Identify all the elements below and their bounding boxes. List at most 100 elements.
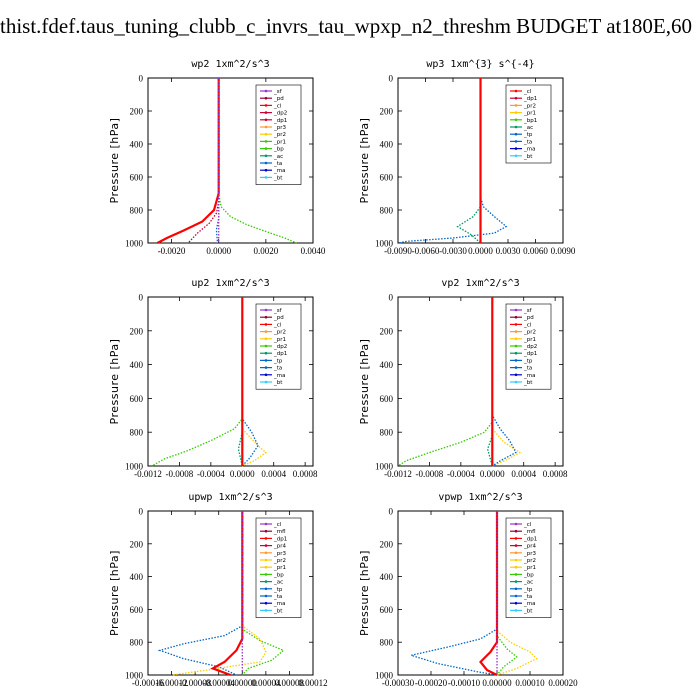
legend-marker (514, 580, 518, 583)
legend-marker (514, 359, 518, 362)
x-tick-label: -0.0020 (158, 246, 186, 256)
legend-marker (264, 161, 268, 165)
panel-2: wp3 1xm^{3} s^{-4} Pressure [hPa] 0 200 400 6… (358, 59, 576, 256)
legend-marker (514, 544, 518, 547)
legend-label: _sf (523, 308, 533, 314)
legend-label: _tp (523, 587, 533, 593)
legend-label: _pr3 (523, 551, 537, 557)
legend-marker (514, 154, 518, 158)
legend-label: _dp1 (273, 536, 287, 542)
y-tick-label: 600 (380, 173, 394, 183)
legend-label: _cl (523, 522, 532, 528)
y-tick-label: 400 (380, 572, 394, 582)
x-tick-label: -0.00010 (448, 678, 481, 688)
legend-marker (264, 537, 268, 540)
y-tick-label: 0 (139, 74, 144, 84)
y-tick-label: 800 (130, 206, 144, 216)
x-tick-label: 0.0000 (480, 469, 505, 479)
legend-marker (264, 111, 268, 114)
x-tick-label: 0.0000 (468, 246, 493, 256)
legend-marker (514, 96, 518, 100)
x-tick-label: 0.0008 (543, 469, 568, 479)
legend-marker (264, 594, 268, 598)
y-tick-label: 400 (130, 140, 144, 150)
series-line-tp (397, 78, 508, 244)
legend-marker (514, 573, 518, 576)
y-tick-label: 400 (130, 360, 144, 370)
legend-label: _ta (523, 366, 532, 372)
x-tick-label: 0.00012 (298, 678, 327, 688)
panel-3: up2 1xm^2/s^3 Pressure [hPa] 0 200 400 600 800… (108, 278, 318, 479)
x-tick-label: 0.00000 (228, 678, 258, 688)
legend-label: _dp2 (273, 344, 287, 350)
series-line-tp (241, 297, 259, 467)
x-tick-label: -0.00016 (132, 678, 165, 688)
legend-label: _ma (273, 373, 285, 379)
legend-marker (514, 118, 518, 122)
legend-label: _bt (523, 380, 533, 386)
legend-label: _bt (273, 380, 283, 386)
legend-marker (514, 565, 518, 569)
x-tick-label: -0.0012 (134, 469, 162, 479)
legend-label: _ac (273, 154, 283, 160)
legend-marker (264, 601, 268, 605)
legend-label: _cl (273, 522, 282, 528)
legend-marker (514, 147, 518, 150)
y-axis-label: Pressure [hPa] (358, 118, 371, 204)
legend-label: _dp2 (523, 344, 537, 350)
legend-marker (264, 580, 268, 583)
legend-label: _pr1 (523, 337, 536, 343)
legend-marker (514, 558, 518, 562)
legend-marker (514, 132, 518, 136)
x-tick-label: -0.0008 (166, 469, 194, 479)
legend-label: _pr2 (523, 330, 536, 336)
x-tick-label: -0.00012 (155, 678, 187, 688)
y-tick-label: 0 (389, 74, 394, 84)
legend-marker (264, 558, 268, 562)
legend-label: _bt (523, 608, 533, 614)
legend-label: _pr2 (273, 558, 286, 564)
panel-title: wp2 1xm^2/s^3 (191, 59, 269, 70)
x-tick-label: -0.00030 (382, 678, 415, 688)
legend-marker (264, 147, 268, 150)
legend-label: _dp2 (273, 111, 287, 117)
legend-marker (514, 522, 518, 526)
legend-marker (514, 125, 518, 129)
legend-marker (514, 594, 518, 598)
legend-label: _bt (273, 175, 283, 181)
series-line-tp (408, 511, 498, 676)
legend-label: _sf (273, 89, 283, 95)
series-line-pr2 (496, 511, 538, 676)
legend-label: _ma (523, 601, 535, 607)
x-tick-label: 0.0008 (293, 469, 318, 479)
legend-label: _pr1 (523, 111, 536, 117)
legend-label: _ma (523, 373, 535, 379)
legend-marker (264, 587, 268, 591)
legend-marker (264, 359, 268, 362)
legend-marker (514, 587, 518, 591)
legend-label: _cl (523, 89, 532, 95)
legend-marker (264, 125, 268, 129)
x-tick-label: -0.0090 (384, 246, 412, 256)
y-tick-label: 1000 (375, 239, 394, 249)
legend-label: _sf (273, 308, 283, 314)
y-tick-label: 200 (380, 107, 394, 117)
legend-label: _dp1 (273, 351, 287, 357)
plot-frame (397, 510, 564, 676)
x-tick-label: -0.00020 (415, 678, 448, 688)
x-tick-label: -0.00004 (203, 678, 236, 688)
panel-title: vp2 1xm^2/s^3 (441, 278, 519, 289)
legend-label: _mfl (523, 529, 536, 535)
panel-6: vpwp 1xm^2/s^3 Pressure [hPa] 0 200 400 600 80… (358, 492, 578, 688)
legend-label: _mfl (273, 529, 286, 535)
y-tick-label: 200 (380, 539, 394, 549)
legend-label: _dp1 (523, 96, 537, 102)
legend-marker (264, 565, 268, 569)
y-tick-label: 200 (130, 107, 144, 117)
y-axis-label: Pressure [hPa] (358, 339, 371, 425)
legend-marker (264, 573, 268, 576)
y-tick-label: 1000 (125, 671, 144, 681)
legend-label: _ta (273, 366, 282, 372)
y-tick-label: 200 (380, 326, 394, 336)
